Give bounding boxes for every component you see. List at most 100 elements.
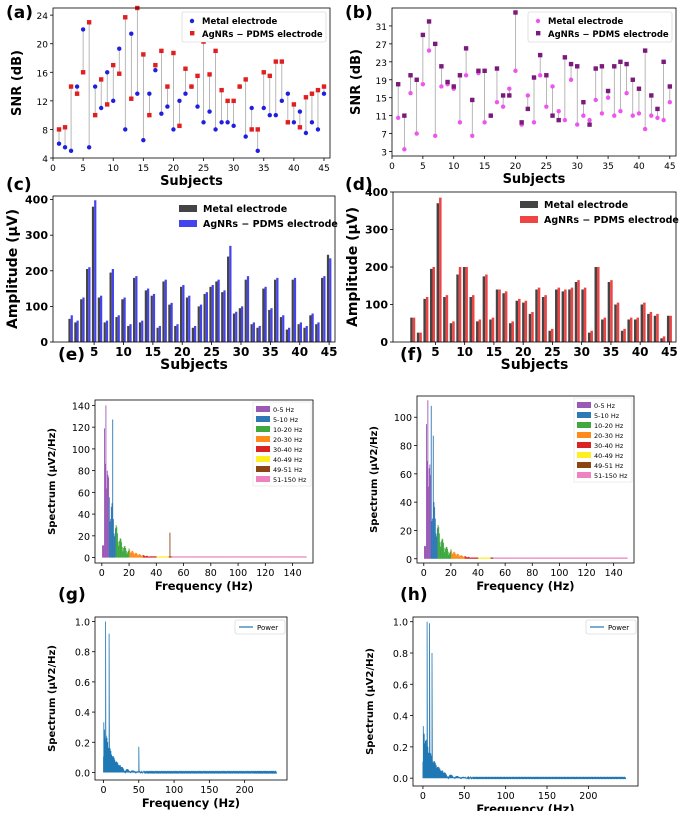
legend-metal-marker xyxy=(189,18,195,24)
agnr-point xyxy=(171,50,176,56)
legend-band-label: 20-30 Hz xyxy=(273,436,303,444)
legend-band-swatch xyxy=(577,462,591,468)
agnr-bar xyxy=(498,289,501,342)
agnr-bar xyxy=(282,315,285,342)
metal-point xyxy=(104,70,110,75)
agnr-point xyxy=(636,86,642,91)
metal-point xyxy=(273,112,279,118)
metal-bar xyxy=(634,319,637,342)
x-tick-label: 30 xyxy=(571,162,583,172)
agnr-point xyxy=(470,97,475,103)
metal-point xyxy=(537,73,543,78)
x-tick-label: 45 xyxy=(661,345,678,359)
metal-point xyxy=(395,115,401,121)
agnr-bar xyxy=(246,276,250,342)
metal-point xyxy=(618,108,623,114)
chart-c: (c) 5 10 15 20 25 30 35 40 45 0 100 200 300 400 Subject… xyxy=(5,175,338,373)
agnr-bar xyxy=(550,328,554,342)
legend-agnr-swatch xyxy=(520,216,538,223)
agnr-point xyxy=(86,20,92,25)
metal-point xyxy=(183,91,188,96)
y-tick-label: 23 xyxy=(376,59,387,69)
metal-bar xyxy=(250,324,253,342)
metal-bar xyxy=(285,329,288,342)
agnr-bar xyxy=(299,322,302,342)
agnr-point xyxy=(297,125,303,130)
metal-bar xyxy=(121,299,124,342)
metal-point xyxy=(470,133,475,139)
metal-bar xyxy=(144,290,147,342)
metal-point xyxy=(309,120,315,125)
x-tick-label: 40 xyxy=(472,568,484,579)
agnr-bar xyxy=(276,277,279,342)
agnr-point xyxy=(80,70,86,75)
metal-bar xyxy=(522,302,525,342)
legend-band-swatch xyxy=(256,436,270,442)
y-tick-label: 1.0 xyxy=(393,618,408,629)
metal-point xyxy=(225,120,230,125)
agnr-point xyxy=(587,122,592,127)
agnr-bar xyxy=(288,327,291,342)
metal-point xyxy=(556,108,561,114)
legend-band-label: 51-150 Hz xyxy=(594,472,628,480)
legend-agnr-label: AgNRs − PDMS electrode xyxy=(544,215,679,226)
agnr-bar xyxy=(597,267,600,342)
legend-band-swatch xyxy=(256,476,270,482)
legend: Metal electrode AgNRs − PDMS electrode xyxy=(527,11,673,43)
legend-band-label: 10-20 Hz xyxy=(273,426,303,434)
agnr-point xyxy=(207,72,212,77)
x-tick-label: 5 xyxy=(431,345,439,359)
x-tick-label: 30 xyxy=(233,345,250,359)
chart-g: (g) 0 50 100 150 200 0.0 0.2 0.4 0.6 0.8 1.0 Frequen… xyxy=(47,585,288,810)
legend-agnr-label: AgNRs − PDMS electrode xyxy=(203,219,338,230)
agnr-point xyxy=(68,84,74,89)
metal-bar xyxy=(449,323,453,342)
legend-band-swatch xyxy=(256,446,270,452)
metal-bar xyxy=(127,325,130,342)
x-tick-label: 0 xyxy=(389,162,395,172)
x-tick-label: 25 xyxy=(544,345,561,359)
agnr-bar xyxy=(111,269,114,342)
agnr-point xyxy=(420,32,426,38)
x-tick-label: 15 xyxy=(479,162,490,172)
legend-box xyxy=(181,11,327,43)
agnr-point xyxy=(408,73,413,78)
metal-bar xyxy=(666,315,670,342)
y-tick-label: 11 xyxy=(376,113,387,123)
x-tick-label: 100 xyxy=(165,785,183,796)
metal-bar xyxy=(291,279,294,342)
y-tick-label: 100 xyxy=(394,413,412,424)
metal-bar xyxy=(244,279,247,342)
x-tick-label: 40 xyxy=(632,345,649,359)
legend-band-label: 10-20 Hz xyxy=(594,422,624,430)
metal-point xyxy=(420,82,426,87)
y-tick-label: 0.2 xyxy=(393,743,408,754)
x-tick-label: 150 xyxy=(200,785,218,796)
metal-point xyxy=(642,126,648,132)
metal-point xyxy=(513,68,518,73)
metal-point xyxy=(159,111,164,116)
metal-point xyxy=(279,98,285,104)
x-axis-label: Subjects xyxy=(503,172,566,187)
metal-bar xyxy=(607,282,611,342)
chart-a: (a) 0 5 10 15 20 25 30 35 40 45 4 8 12 16 20 24 Subjects S… xyxy=(6,3,331,189)
metal-bar xyxy=(74,322,77,342)
metal-bar xyxy=(660,338,663,342)
agnr-point xyxy=(177,123,182,129)
metal-bar xyxy=(256,327,259,342)
panel-label: (b) xyxy=(345,3,373,23)
agnr-bar xyxy=(524,300,528,342)
agnr-bar xyxy=(465,267,468,342)
metal-point xyxy=(568,77,574,82)
legend-metal-label: Metal electrode xyxy=(544,200,628,211)
metal-point xyxy=(231,123,236,129)
metal-point xyxy=(129,31,134,36)
y-tick-label: 15 xyxy=(376,95,387,105)
metal-bar xyxy=(541,297,545,342)
agnr-bar xyxy=(70,315,73,342)
metal-bar xyxy=(508,323,512,342)
agnr-bar xyxy=(603,317,607,342)
agnr-point xyxy=(402,113,407,118)
legend-band-swatch xyxy=(577,452,591,458)
x-axis-label: Frequency (Hz) xyxy=(142,796,240,810)
